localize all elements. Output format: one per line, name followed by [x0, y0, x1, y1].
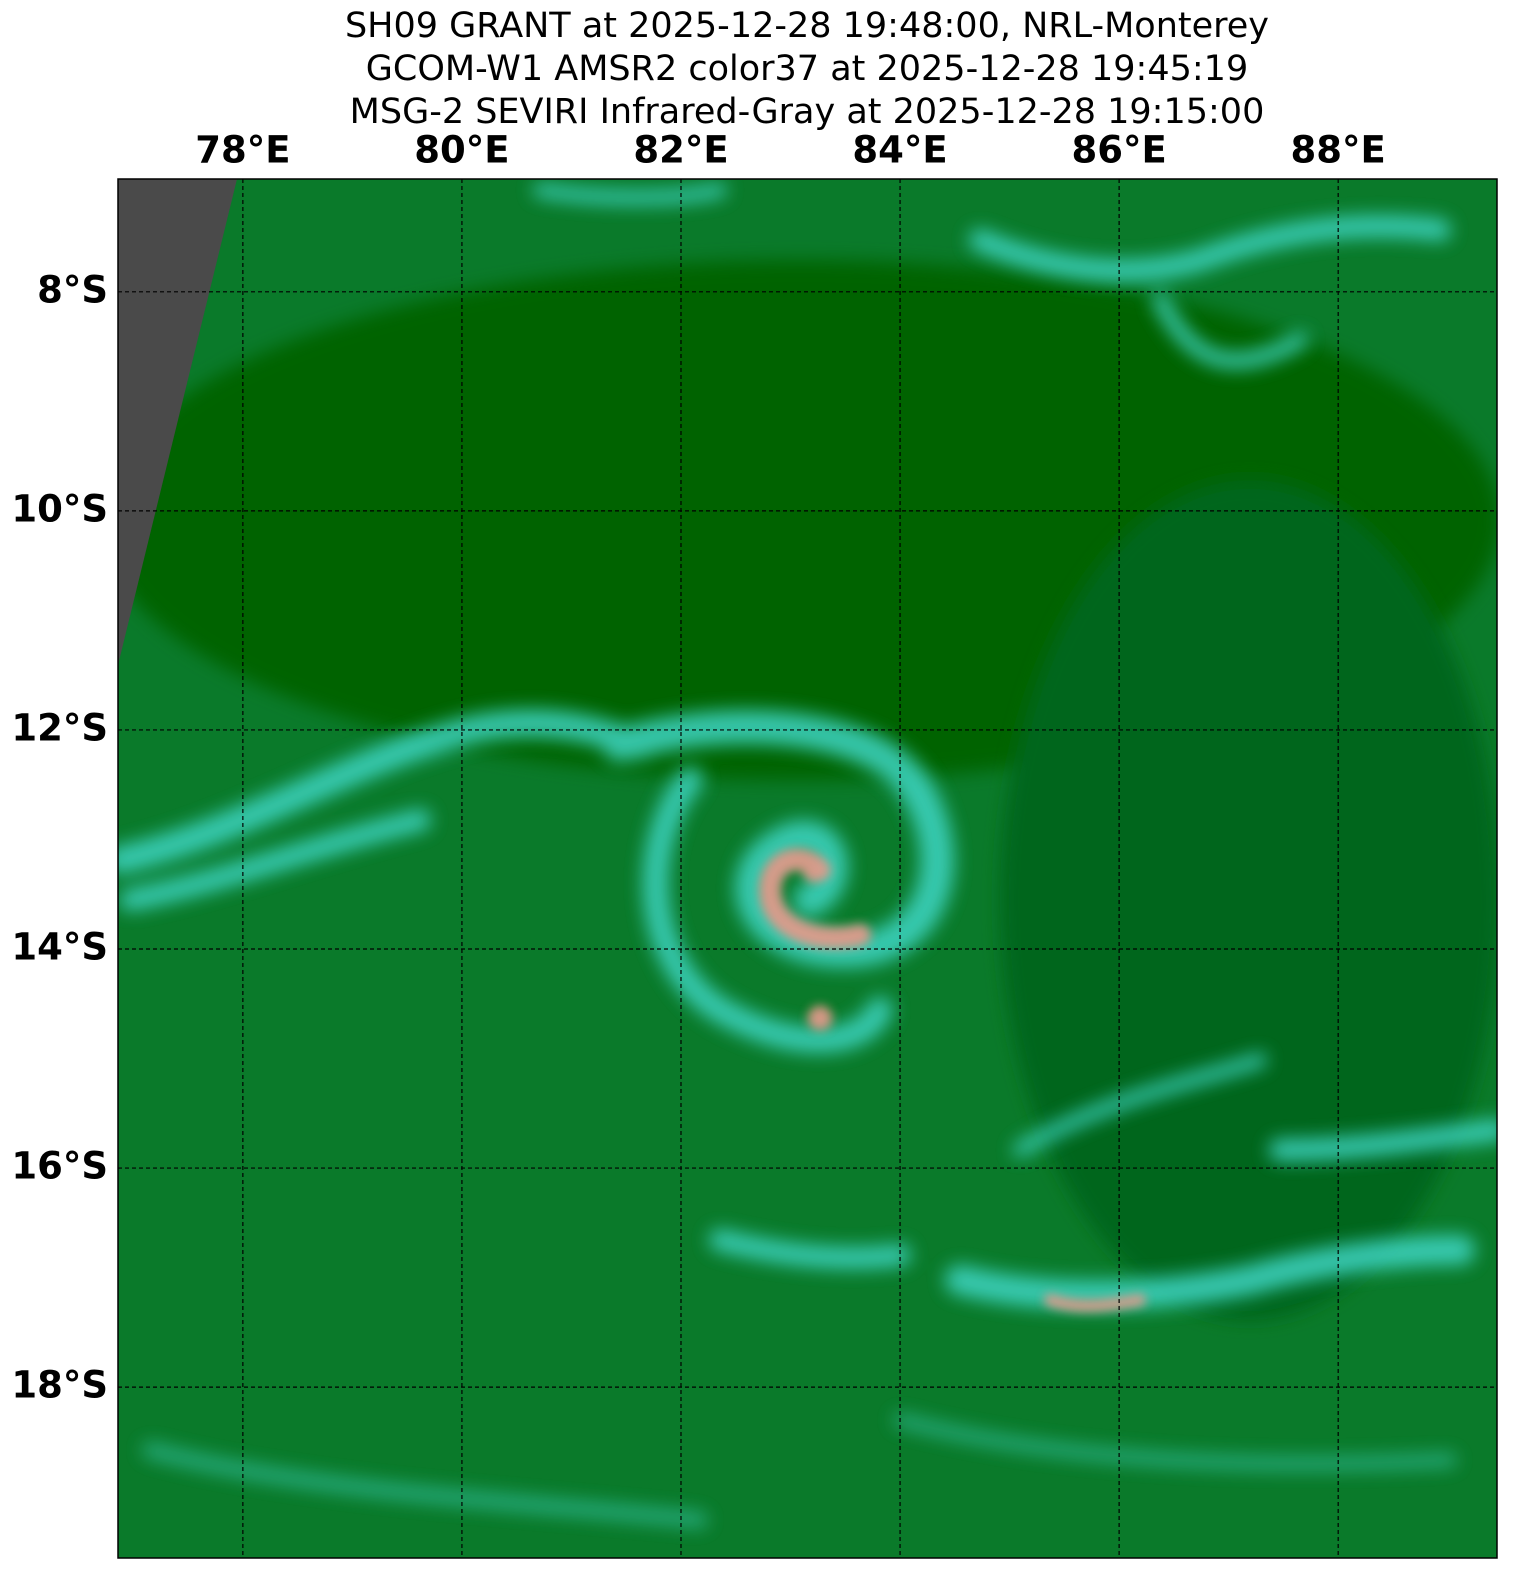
y-tick-label: 14°S	[11, 926, 108, 969]
title-line: SH09 GRANT at 2025-12-28 19:48:00, NRL-M…	[345, 6, 1269, 46]
y-tick-label: 8°S	[37, 268, 108, 311]
x-tick-label: 84°E	[852, 129, 947, 172]
y-tick-label: 12°S	[11, 706, 108, 749]
x-tick-label: 80°E	[414, 129, 509, 172]
x-tick-label: 78°E	[195, 129, 290, 172]
x-tick-label: 86°E	[1071, 129, 1166, 172]
x-tick-label: 88°E	[1291, 129, 1386, 172]
axes: SH09 GRANT at 2025-12-28 19:48:00, NRL-M…	[11, 6, 1497, 1558]
y-tick-label: 10°S	[11, 487, 108, 530]
x-tick-label: 82°E	[633, 129, 728, 172]
title-line: GCOM-W1 AMSR2 color37 at 2025-12-28 19:4…	[366, 49, 1248, 89]
y-tick-label: 16°S	[11, 1145, 108, 1188]
imagery	[118, 179, 1497, 1558]
title-line: MSG-2 SEVIRI Infrared-Gray at 2025-12-28…	[350, 92, 1265, 132]
plot-frame	[117, 178, 1498, 1559]
y-tick-label: 18°S	[11, 1364, 108, 1407]
